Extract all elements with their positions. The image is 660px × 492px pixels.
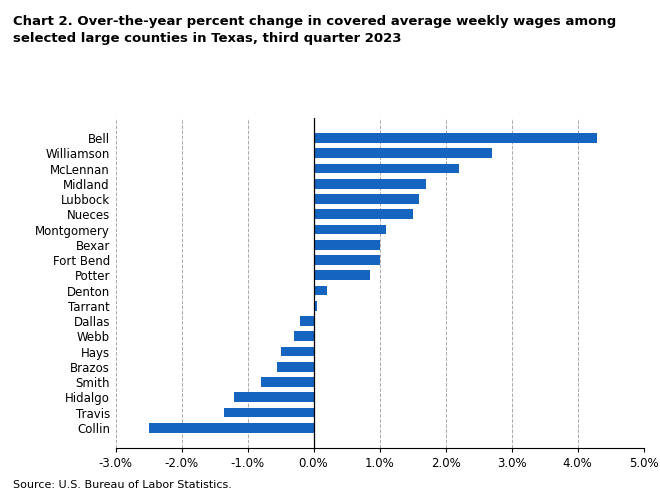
Text: Source: U.S. Bureau of Labor Statistics.: Source: U.S. Bureau of Labor Statistics. [13, 480, 232, 490]
Bar [314, 255, 380, 265]
Bar [294, 331, 313, 341]
Bar [148, 423, 314, 433]
Bar [314, 148, 492, 158]
Bar [224, 407, 314, 418]
Bar [314, 163, 459, 174]
Bar [314, 240, 380, 250]
Bar [314, 270, 370, 280]
Bar [261, 377, 313, 387]
Bar [314, 179, 426, 189]
Bar [314, 285, 327, 296]
Bar [314, 209, 412, 219]
Bar [314, 224, 386, 235]
Bar [314, 133, 597, 143]
Bar [280, 346, 314, 357]
Bar [314, 301, 317, 311]
Bar [277, 362, 314, 372]
Bar [314, 194, 419, 204]
Bar [234, 392, 314, 402]
Bar [300, 316, 314, 326]
Text: Chart 2. Over-the-year percent change in covered average weekly wages among
sele: Chart 2. Over-the-year percent change in… [13, 15, 616, 45]
